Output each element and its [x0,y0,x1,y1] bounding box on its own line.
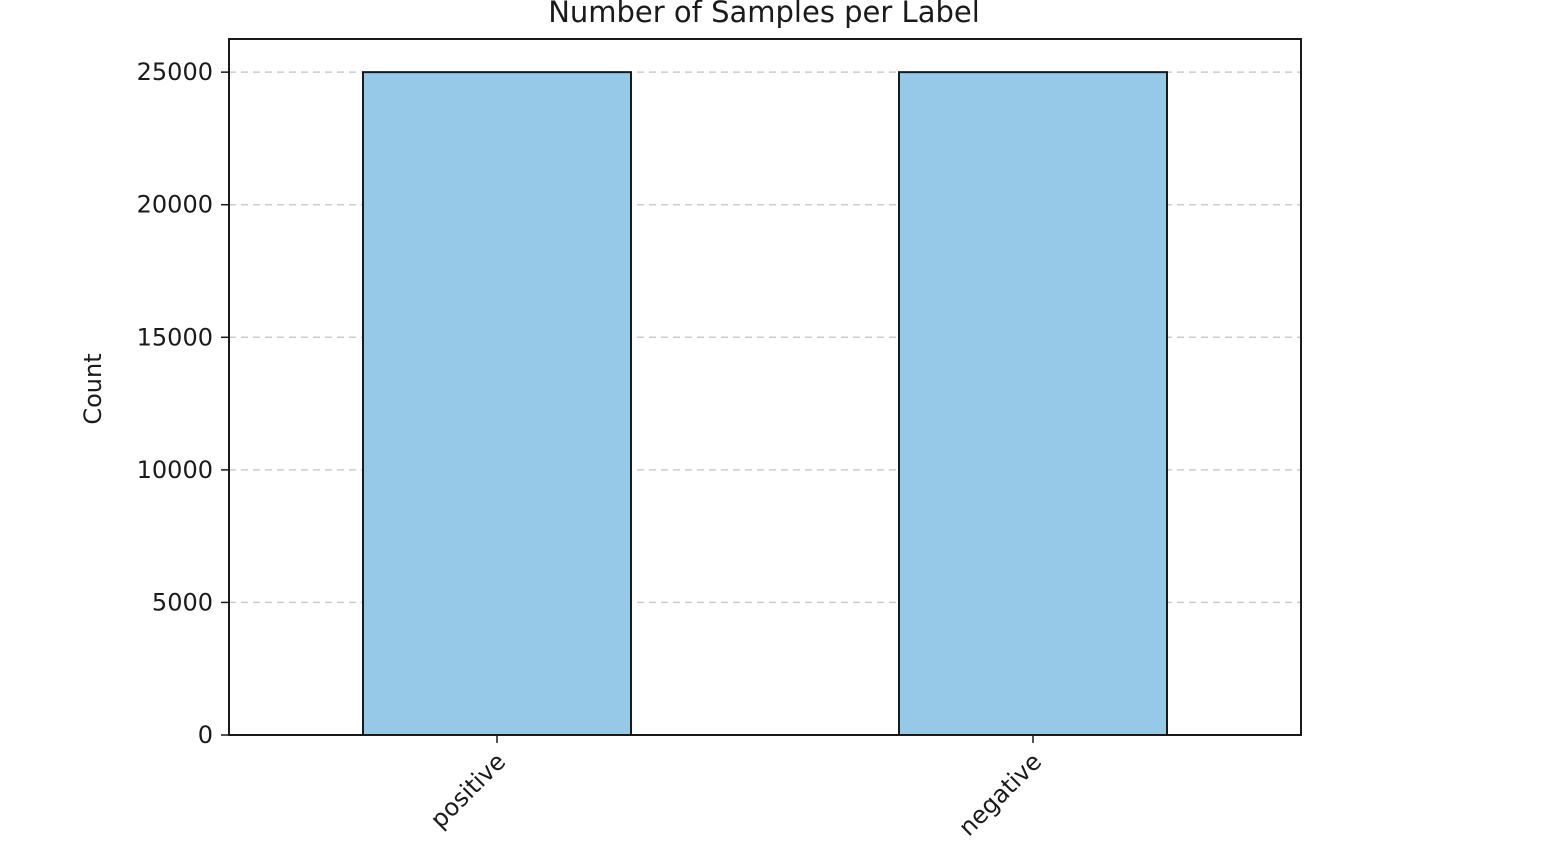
bars [362,71,1168,736]
plot-frame [228,38,1302,736]
y-tick-label: 25000 [137,58,213,86]
y-tick-label: 15000 [137,323,213,351]
bar-negative [898,71,1168,736]
bar-positive [362,71,632,736]
y-tick-label: 0 [198,721,213,749]
x-axis-ticks: positive negative [425,735,1047,841]
x-tick-label-positive: positive [425,747,511,833]
y-tick-label: 5000 [152,588,213,616]
y-tick-label: 20000 [137,191,213,219]
y-tick-label: 10000 [137,456,213,484]
chart-title: Number of Samples per Label [548,0,980,29]
y-axis-ticks: 0 5000 10000 15000 20000 25000 [137,58,229,749]
y-axis-label: Count [79,353,107,424]
x-tick-label-negative: negative [953,747,1047,841]
